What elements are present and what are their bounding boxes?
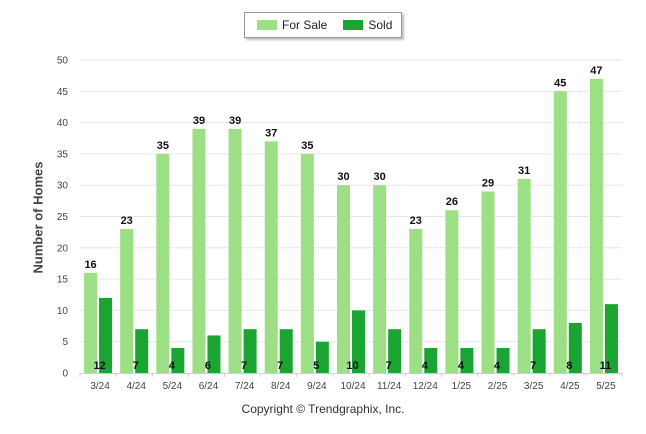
data-label-sold: 5 (313, 360, 319, 372)
bar-for-sale[interactable] (300, 153, 314, 373)
bar-for-sale[interactable] (517, 178, 531, 373)
y-tick-label: 40 (57, 118, 69, 129)
y-tick-label: 25 (57, 212, 69, 223)
data-label-sold: 4 (422, 360, 429, 372)
data-label-sold: 4 (169, 360, 176, 372)
x-tick-label: 6/24 (199, 381, 219, 392)
data-label-for-sale: 30 (337, 171, 349, 183)
x-tick-label: 7/24 (235, 381, 255, 392)
y-tick-label: 15 (57, 275, 69, 286)
data-label-sold: 7 (277, 360, 283, 372)
copyright-footer: Copyright © Trendgraphix, Inc. (241, 402, 405, 416)
bar-sold[interactable] (171, 347, 185, 373)
bar-for-sale[interactable] (337, 185, 350, 373)
data-label-sold: 7 (241, 360, 247, 372)
bar-sold[interactable] (496, 347, 510, 373)
bar-sold[interactable] (315, 341, 329, 373)
data-label-sold: 4 (494, 360, 501, 372)
y-tick-label: 20 (57, 243, 69, 254)
data-label-sold: 11 (600, 360, 612, 372)
bar-for-sale[interactable] (445, 210, 459, 373)
legend-item-for-sale[interactable]: For Sale (257, 18, 327, 32)
bar-sold[interactable] (99, 297, 113, 373)
x-tick-label: 9/24 (307, 381, 327, 392)
data-label-for-sale: 39 (193, 115, 205, 127)
data-label-for-sale: 31 (518, 165, 530, 177)
y-tick-label: 50 (57, 56, 69, 67)
bar-sold[interactable] (460, 347, 474, 373)
data-label-for-sale: 39 (229, 115, 241, 127)
legend-swatch-for-sale (257, 20, 277, 30)
data-label-for-sale: 35 (301, 140, 313, 152)
x-tick-label: 10/24 (340, 381, 365, 392)
bar-sold[interactable] (243, 329, 257, 373)
x-tick-label: 3/24 (90, 381, 110, 392)
bar-for-sale[interactable] (589, 78, 603, 373)
bar-for-sale[interactable] (553, 91, 567, 374)
x-tick-label: 5/25 (596, 381, 616, 392)
y-tick-label: 30 (57, 181, 69, 192)
legend-item-sold[interactable]: Sold (343, 18, 392, 32)
data-label-sold: 6 (205, 360, 211, 372)
data-label-sold: 10 (346, 360, 358, 372)
bar-sold[interactable] (135, 329, 149, 373)
x-tick-label: 4/25 (560, 381, 580, 392)
data-label-for-sale: 29 (482, 177, 494, 189)
data-label-for-sale: 37 (265, 127, 277, 139)
x-tick-label: 3/25 (524, 381, 544, 392)
x-tick-label: 11/24 (377, 381, 402, 392)
bar-for-sale[interactable] (228, 128, 242, 373)
legend-swatch-sold (343, 20, 364, 30)
bar-for-sale[interactable] (192, 128, 206, 373)
data-label-for-sale: 16 (84, 259, 96, 271)
x-tick-label: 5/24 (163, 381, 183, 392)
data-label-sold: 8 (566, 360, 572, 372)
data-label-sold: 7 (133, 360, 139, 372)
y-axis-title: Number of Homes (30, 161, 46, 274)
y-tick-label: 0 (62, 369, 68, 380)
data-label-for-sale: 45 (554, 77, 566, 89)
x-tick-label: 8/24 (271, 381, 291, 392)
x-tick-label: 12/24 (413, 381, 438, 392)
y-tick-label: 45 (57, 87, 69, 98)
data-label-for-sale: 30 (374, 171, 386, 183)
y-tick-label: 5 (62, 337, 68, 348)
data-label-for-sale: 23 (121, 215, 133, 227)
data-label-for-sale: 26 (446, 196, 458, 208)
bar-sold[interactable] (207, 335, 221, 373)
legend-label-sold: Sold (368, 18, 393, 32)
data-label-sold: 12 (93, 360, 105, 372)
data-label-sold: 4 (458, 360, 465, 372)
bar-sold[interactable] (352, 310, 365, 373)
x-tick-label: 2/25 (488, 381, 508, 392)
data-label-for-sale: 35 (157, 140, 169, 152)
data-label-for-sale: 23 (410, 215, 422, 227)
bar-sold[interactable] (604, 304, 618, 373)
bar-sold[interactable] (532, 329, 546, 373)
bar-for-sale[interactable] (156, 153, 170, 373)
y-tick-label: 10 (57, 306, 69, 317)
bar-for-sale[interactable] (481, 191, 495, 373)
bar-for-sale[interactable] (264, 141, 278, 373)
x-tick-label: 4/24 (126, 381, 146, 392)
bar-for-sale[interactable] (120, 229, 134, 373)
bar-sold[interactable] (424, 347, 438, 373)
data-label-for-sale: 47 (590, 65, 602, 77)
data-label-sold: 7 (386, 360, 392, 372)
bar-for-sale[interactable] (84, 272, 98, 373)
bar-for-sale[interactable] (373, 185, 387, 373)
bar-for-sale[interactable] (409, 229, 423, 373)
x-tick-label: 1/25 (452, 381, 472, 392)
chart-legend: For Sale Sold (244, 12, 402, 38)
bar-sold[interactable] (568, 322, 582, 373)
legend-label-for-sale: For Sale (282, 18, 328, 32)
data-label-sold: 7 (530, 360, 536, 372)
y-tick-label: 35 (57, 149, 69, 160)
bar-sold[interactable] (279, 329, 293, 373)
bar-sold[interactable] (388, 329, 402, 373)
